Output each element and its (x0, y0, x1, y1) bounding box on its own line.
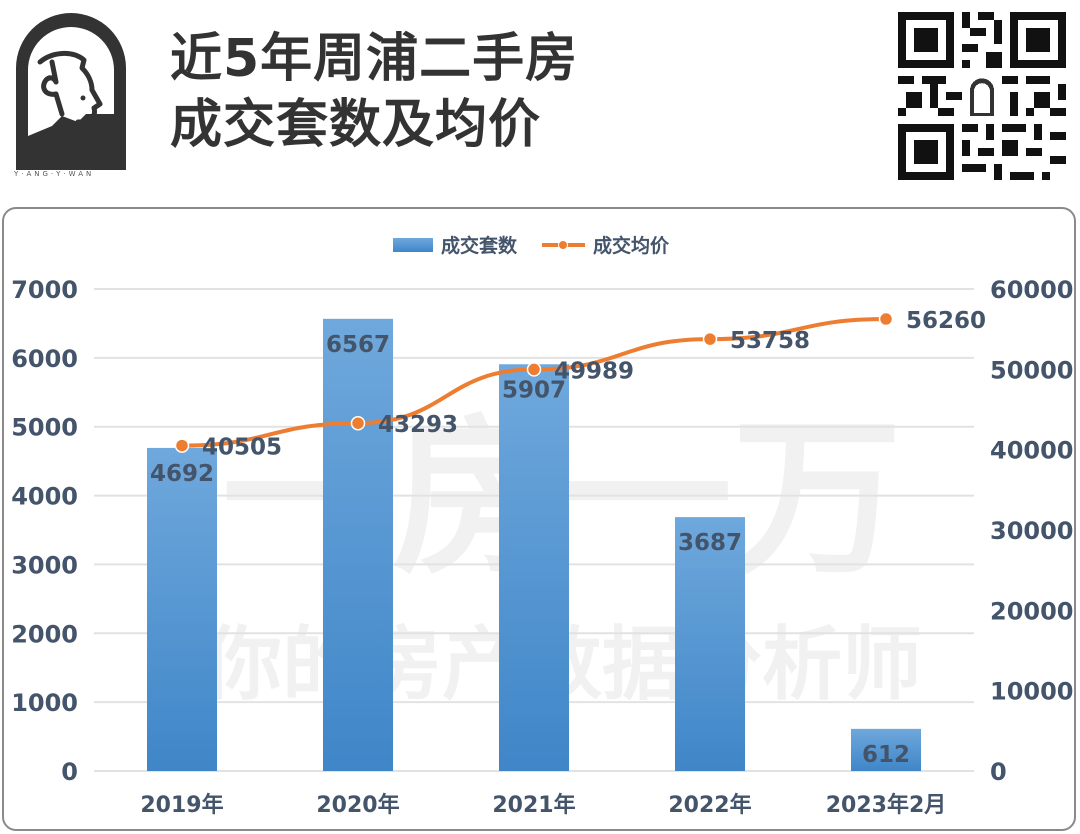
left-tick-label: 5000 (11, 414, 78, 442)
qr-code (898, 12, 1066, 180)
bar-series: 4692 6567 5907 3687 612 (147, 318, 921, 771)
legend-line-marker (558, 240, 568, 250)
left-tick-label: 7000 (11, 276, 78, 304)
left-tick-label: 4000 (11, 483, 78, 511)
bar-value-label: 4692 (150, 461, 214, 487)
qr-code-icon (898, 12, 1066, 180)
x-tick-label: 2021年 (492, 792, 575, 818)
x-tick-label: 2023年2月 (826, 792, 947, 818)
left-tick-label: 2000 (11, 620, 78, 648)
x-tick-label: 2019年 (140, 792, 223, 818)
line-marker (174, 438, 190, 453)
line-value-label: 40505 (202, 435, 282, 461)
line-value-label: 43293 (378, 412, 458, 438)
right-y-axis: 60000 50000 40000 30000 20000 10000 0 (990, 276, 1074, 786)
line-series: 40505 43293 49989 53758 56260 (174, 308, 986, 461)
line-value-label: 49989 (554, 358, 634, 384)
line-marker (878, 311, 894, 327)
bar-value-label: 612 (862, 742, 910, 768)
x-axis-labels: 2019年 2020年 2021年 2022年 2023年2月 (140, 792, 946, 818)
title-line-2: 成交套数及均价 (170, 95, 542, 155)
bar (675, 517, 745, 771)
gridlines (94, 288, 974, 772)
right-tick-label: 60000 (990, 276, 1074, 304)
left-tick-label: 6000 (11, 345, 78, 373)
right-tick-label: 40000 (990, 437, 1074, 465)
legend-bar-swatch (393, 238, 433, 252)
chart-legend: 成交套数 成交均价 (393, 234, 670, 257)
line-value-label: 56260 (906, 308, 986, 334)
chart-container: 一房一万 你的房产数据分析师 7000600050004000300020001… (2, 207, 1076, 831)
line-value-label: 53758 (730, 328, 810, 354)
bar-value-label: 6567 (326, 332, 390, 358)
right-tick-label: 30000 (990, 517, 1074, 545)
line-marker (350, 415, 366, 431)
left-y-axis: 7000 6000 5000 4000 3000 2000 1000 0 (11, 276, 78, 786)
bar (499, 364, 569, 771)
bar (851, 728, 921, 771)
x-tick-label: 2022年 (668, 792, 751, 818)
bar (147, 447, 217, 771)
line-marker (702, 331, 718, 347)
legend-line-label: 成交均价 (593, 234, 670, 257)
title-line-1: 近5年周浦二手房 (170, 29, 579, 89)
bar-value-label: 5907 (502, 377, 566, 403)
left-tick-label: 3000 (11, 551, 78, 579)
line-marker (526, 362, 542, 377)
x-tick-label: 2020年 (316, 792, 399, 818)
left-tick-label: 1000 (11, 689, 78, 717)
person-profile-arch-logo-icon (16, 13, 126, 171)
bar (323, 318, 393, 771)
right-tick-label: 0 (990, 758, 1007, 786)
legend-bar-label: 成交套数 (441, 234, 518, 257)
right-tick-label: 50000 (990, 356, 1074, 384)
page-title: 近5年周浦二手房 成交套数及均价 (170, 26, 578, 158)
right-tick-label: 10000 (990, 678, 1074, 706)
left-tick-label: 0 (61, 758, 78, 786)
brand-logo (12, 10, 130, 182)
right-tick-label: 20000 (990, 597, 1074, 625)
bar-value-label: 3687 (678, 530, 742, 556)
logo-caption: Y·ANG·Y·WAN (14, 170, 95, 178)
combo-chart: 一房一万 你的房产数据分析师 7000600050004000300020001… (11, 234, 1074, 818)
